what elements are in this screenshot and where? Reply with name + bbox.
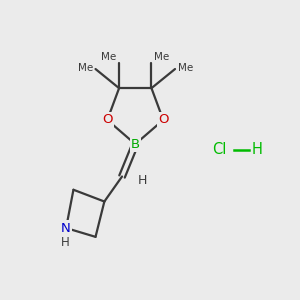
Text: O: O xyxy=(158,113,169,127)
Text: H: H xyxy=(61,236,70,249)
Text: H: H xyxy=(252,142,263,158)
Text: Me: Me xyxy=(101,52,116,62)
Text: B: B xyxy=(131,138,140,151)
Text: Me: Me xyxy=(178,63,193,73)
Text: Cl: Cl xyxy=(212,142,226,158)
Text: N: N xyxy=(61,221,71,235)
Text: H: H xyxy=(138,174,147,188)
Text: Me: Me xyxy=(78,63,93,73)
Text: Me: Me xyxy=(154,52,170,62)
Text: O: O xyxy=(102,113,112,127)
